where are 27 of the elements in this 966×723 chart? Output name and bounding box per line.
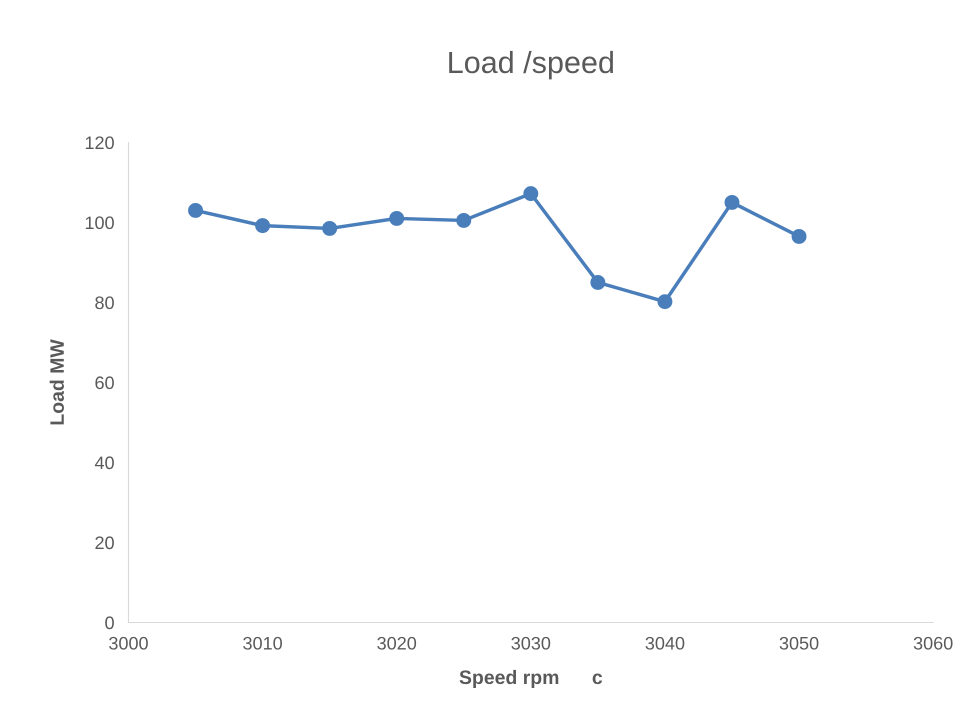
x-tick-label: 3030 <box>511 636 550 650</box>
y-tick-label: 20 <box>95 536 114 550</box>
point <box>724 194 740 210</box>
y-tick-label: 80 <box>95 296 114 310</box>
point <box>255 218 270 234</box>
x-tick-label: 3020 <box>377 636 416 650</box>
y-tick-label: 100 <box>86 216 114 230</box>
point <box>792 228 807 244</box>
x-tick-label: 3060 <box>914 636 953 650</box>
point <box>590 274 606 290</box>
point <box>657 294 672 310</box>
point <box>523 186 538 202</box>
y-tick-label: 0 <box>105 616 114 630</box>
x-axis-title: Speed rpm c <box>460 670 602 688</box>
x-tick-label: 3000 <box>109 636 148 650</box>
chart-title: Load /speed <box>449 50 613 80</box>
x-tick-label: 3050 <box>780 636 818 650</box>
y-tick-label: 60 <box>95 376 114 390</box>
y-axis-title: Load MW <box>50 339 64 424</box>
point <box>322 220 338 236</box>
y-tick-label: 120 <box>86 136 114 150</box>
point <box>188 202 203 218</box>
y-tick-label: 40 <box>94 456 114 470</box>
point <box>389 210 404 226</box>
x-tick-label: 3010 <box>243 636 282 650</box>
x-tick-label: 3040 <box>646 636 684 650</box>
point <box>456 212 472 228</box>
